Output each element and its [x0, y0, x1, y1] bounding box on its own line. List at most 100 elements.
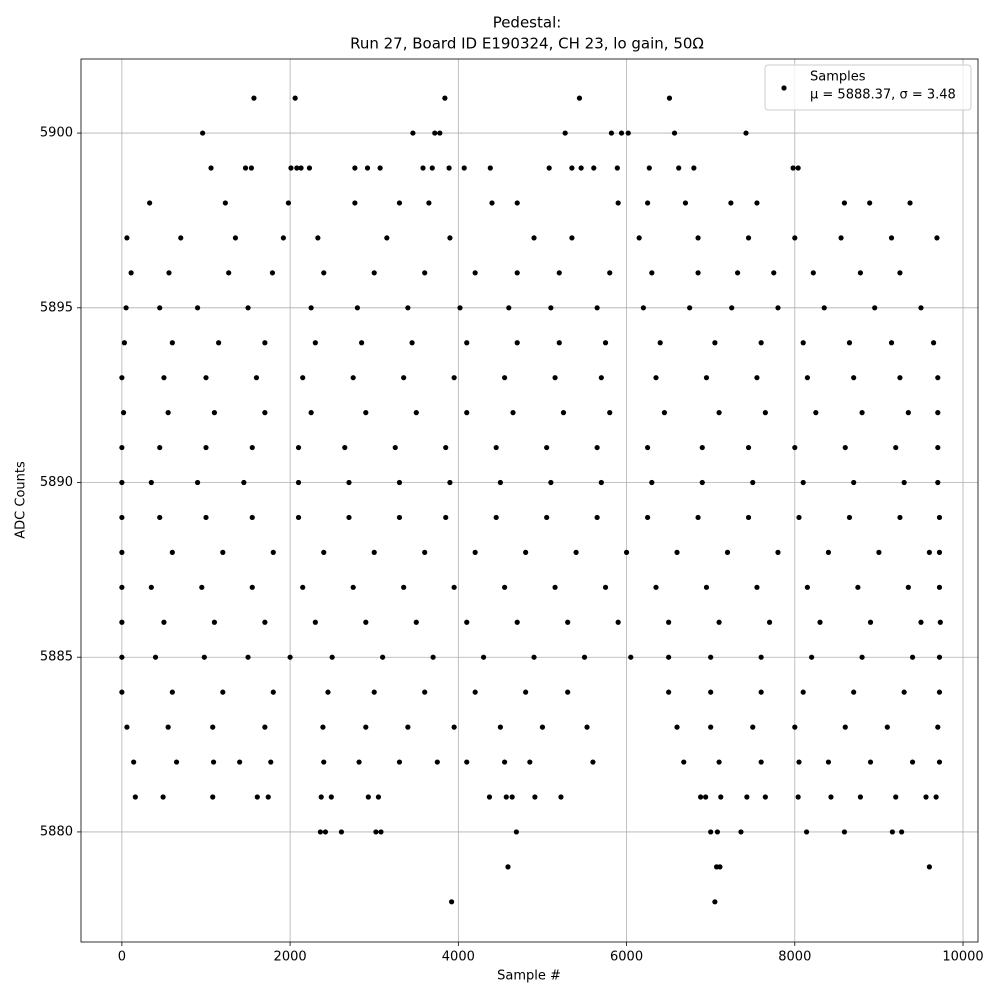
point: [716, 759, 722, 765]
point: [758, 340, 764, 346]
point: [392, 444, 398, 451]
point: [573, 549, 579, 555]
point: [935, 479, 941, 486]
point: [841, 829, 848, 835]
point: [758, 654, 764, 660]
point: [708, 689, 714, 695]
point: [876, 549, 882, 555]
point: [199, 584, 205, 590]
point: [750, 724, 756, 730]
point: [245, 654, 251, 660]
point: [758, 759, 764, 765]
point: [119, 479, 125, 486]
point: [743, 130, 749, 136]
point: [123, 305, 129, 311]
point: [312, 619, 318, 625]
point: [210, 724, 216, 730]
point: [514, 340, 520, 346]
point: [493, 444, 499, 451]
point: [796, 514, 802, 521]
point: [249, 444, 255, 451]
point: [936, 514, 943, 521]
x-tick-label: 8000: [778, 950, 811, 965]
point: [842, 724, 848, 730]
point: [745, 514, 752, 521]
point: [531, 235, 537, 241]
point: [321, 759, 327, 765]
point: [285, 200, 292, 206]
point: [800, 340, 806, 346]
point: [312, 340, 318, 346]
point: [681, 759, 687, 765]
point: [480, 654, 487, 660]
point: [509, 794, 515, 800]
point: [565, 619, 571, 625]
point: [560, 410, 567, 416]
point: [350, 584, 356, 590]
point: [703, 375, 710, 381]
point: [514, 619, 520, 625]
point: [735, 270, 741, 276]
point: [346, 514, 352, 521]
point: [682, 200, 689, 206]
point: [598, 375, 604, 381]
point: [527, 759, 533, 765]
point: [591, 165, 597, 171]
point: [409, 340, 415, 346]
y-tick-label: 5900: [40, 126, 73, 141]
point: [178, 235, 184, 241]
y-tick-label: 5890: [40, 475, 73, 490]
point: [226, 270, 232, 276]
point: [644, 200, 651, 206]
point: [539, 724, 546, 730]
point: [292, 95, 298, 101]
point: [813, 410, 819, 416]
point: [443, 444, 449, 451]
point: [926, 864, 932, 870]
point: [548, 305, 554, 311]
point: [410, 130, 416, 136]
point: [346, 479, 352, 486]
point: [294, 165, 300, 171]
point: [897, 514, 903, 521]
point: [804, 584, 811, 590]
point: [716, 410, 722, 416]
point: [371, 549, 377, 555]
point: [841, 200, 848, 206]
point: [602, 584, 609, 590]
point: [119, 654, 125, 660]
point: [363, 619, 369, 625]
point: [714, 829, 721, 835]
point: [295, 444, 302, 451]
point: [253, 375, 260, 381]
point: [315, 235, 321, 241]
point: [758, 689, 764, 695]
point: [792, 724, 798, 730]
point: [556, 340, 562, 346]
point: [671, 130, 678, 136]
point: [569, 235, 575, 241]
point: [657, 340, 663, 346]
point: [464, 410, 470, 416]
point: [300, 375, 306, 381]
point: [364, 165, 371, 171]
point: [936, 584, 943, 590]
point: [762, 794, 768, 800]
point: [897, 270, 903, 276]
point: [451, 584, 457, 590]
point: [510, 410, 516, 416]
point: [907, 200, 913, 206]
point: [565, 689, 571, 695]
point: [173, 759, 180, 765]
point: [514, 270, 520, 276]
point: [157, 444, 163, 451]
point: [152, 654, 159, 660]
point: [131, 759, 137, 765]
point: [119, 375, 125, 381]
point: [432, 130, 438, 136]
point: [738, 829, 744, 835]
point: [846, 514, 853, 521]
point: [422, 270, 428, 276]
point: [447, 235, 453, 241]
point: [893, 444, 899, 451]
